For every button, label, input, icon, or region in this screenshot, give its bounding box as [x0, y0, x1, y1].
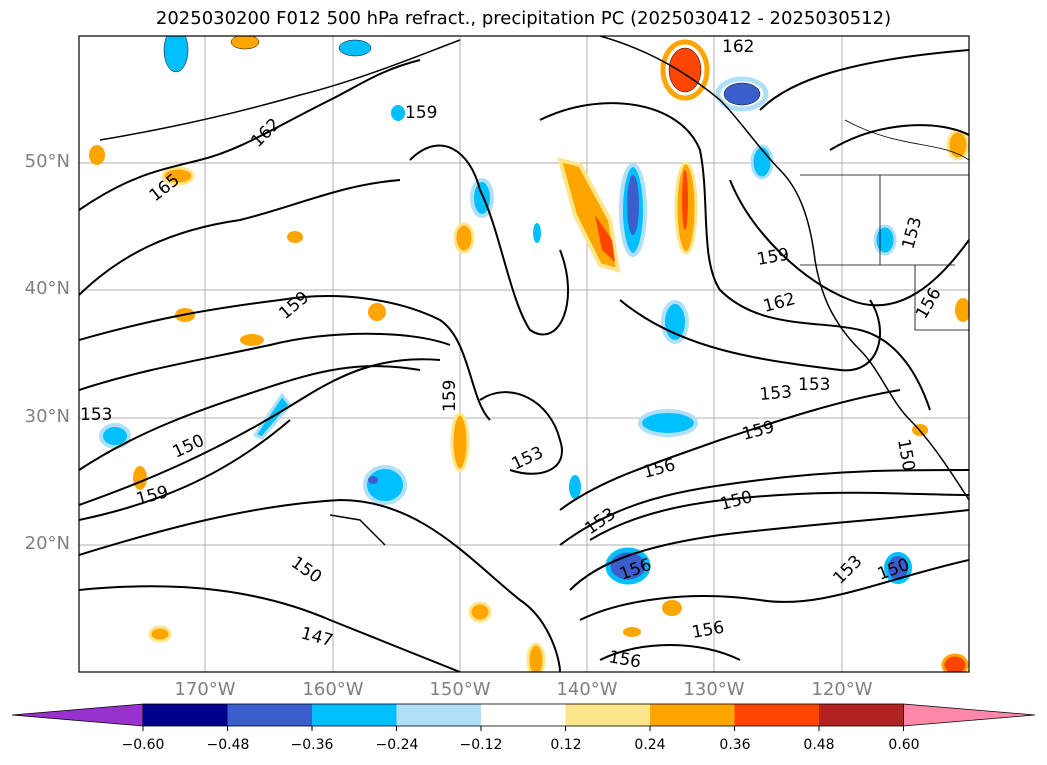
precip-blob — [595, 215, 615, 262]
precip-blob — [884, 552, 912, 584]
precip-blob — [638, 409, 698, 437]
precip-blob — [468, 601, 492, 623]
precip-blob — [661, 300, 689, 344]
precip-blob — [941, 653, 969, 672]
contour-lines — [79, 49, 969, 672]
colorbar-segment — [227, 704, 313, 726]
lat-label: 30°N — [24, 406, 70, 427]
precip-blob — [526, 642, 546, 672]
precip-blob — [368, 476, 378, 484]
colorbar-segment — [650, 704, 735, 726]
precip-blob — [873, 224, 897, 256]
colorbar-tick-label: 0.36 — [719, 737, 751, 753]
precip-blob — [99, 423, 131, 449]
precip-blob — [133, 466, 147, 490]
contour-label: 153 — [759, 382, 793, 405]
map-plot: 162 159 165 162 159 159 153 150 159 153 … — [78, 35, 970, 673]
colorbar-tick-label: −0.24 — [375, 737, 419, 753]
colorbar-extend-high — [903, 703, 1036, 727]
lon-label: 130°W — [683, 679, 745, 700]
colorbar-tick-label: 0.24 — [634, 737, 666, 753]
colorbar-tick-label: −0.60 — [121, 737, 165, 753]
precip-blob — [163, 36, 189, 73]
precip-blobs — [89, 36, 969, 672]
precip-blob — [623, 627, 641, 637]
precip-blob — [161, 166, 195, 186]
colorbar-tick-label: −0.12 — [459, 737, 503, 753]
precip-blob — [668, 47, 702, 93]
contour-label: 153 — [798, 375, 830, 395]
colorbar-tick-label: −0.48 — [206, 737, 250, 753]
contour-label: 153 — [80, 405, 112, 425]
colorbar-segment — [565, 704, 651, 726]
colorbar-segment — [143, 704, 228, 726]
colorbar-tick-label: 0.48 — [803, 737, 835, 753]
precip-blob — [662, 600, 682, 616]
colorbar-tick-label: 0.12 — [550, 737, 582, 753]
lat-label: 40°N — [24, 278, 70, 299]
lon-label: 160°W — [302, 679, 364, 700]
map-title: 2025030200 F012 500 hPa refract., precip… — [155, 8, 892, 29]
colorbar-tick-label: −0.36 — [290, 737, 334, 753]
coastlines — [99, 36, 969, 546]
precip-blob — [453, 222, 475, 254]
precip-blob — [955, 298, 969, 322]
lon-label: 120°W — [811, 679, 873, 700]
gridlines — [79, 36, 969, 672]
precip-blob — [368, 303, 386, 321]
colorbar-extend-low — [11, 703, 144, 727]
borders — [800, 119, 969, 331]
lon-label: 170°W — [174, 679, 236, 700]
precip-blob — [605, 547, 651, 585]
precip-blob — [660, 39, 710, 101]
precip-blob — [723, 82, 761, 106]
precip-blob — [89, 145, 105, 165]
precip-blob — [533, 223, 541, 243]
colorbar-segment — [312, 704, 397, 726]
colorbar-segment — [481, 704, 566, 726]
precip-blob — [715, 76, 769, 112]
map-frame — [78, 35, 970, 673]
colorbar-tick-marks — [142, 726, 904, 731]
precip-blob — [682, 170, 688, 230]
precip-blob — [230, 36, 260, 50]
precip-blob — [148, 625, 172, 643]
contour-label: 159 — [440, 380, 460, 412]
contour-label-group: 162 159 165 162 159 159 153 150 159 153 … — [80, 37, 946, 673]
contour-label: 162 — [722, 37, 754, 57]
precip-blob — [240, 334, 264, 346]
precip-blob — [946, 129, 969, 161]
precip-blob — [450, 412, 470, 472]
colorbar-segment — [396, 704, 482, 726]
precip-blob — [627, 175, 639, 235]
colorbar-segment — [819, 704, 904, 726]
contour-label: 159 — [405, 103, 437, 123]
colorbar-segments — [11, 703, 1036, 727]
colorbar-frame — [142, 703, 904, 727]
lat-label: 50°N — [24, 151, 70, 172]
colorbar-segment — [734, 704, 820, 726]
precip-blob — [287, 231, 303, 243]
lon-label: 150°W — [429, 679, 491, 700]
lon-label: 140°W — [556, 679, 618, 700]
precip-blob — [391, 105, 405, 121]
colorbar-tick-label: 0.60 — [888, 737, 920, 753]
lat-label: 20°N — [24, 533, 70, 554]
precip-blob — [569, 475, 581, 499]
precip-blob — [338, 39, 372, 57]
precip-blob — [363, 465, 407, 505]
